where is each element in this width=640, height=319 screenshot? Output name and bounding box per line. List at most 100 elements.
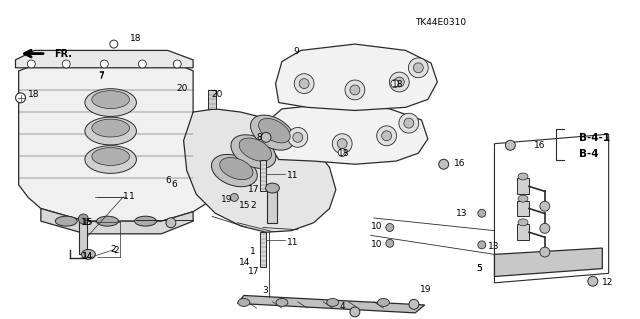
Circle shape [166,218,176,228]
Text: 15: 15 [81,218,93,226]
Circle shape [408,58,428,78]
Text: 14: 14 [82,252,93,261]
Circle shape [338,149,346,157]
Text: TK44E0310: TK44E0310 [415,19,466,27]
Ellipse shape [85,89,136,116]
Circle shape [332,134,352,154]
Ellipse shape [327,299,339,306]
Ellipse shape [276,299,288,306]
Ellipse shape [378,299,389,306]
Bar [268,188,277,223]
Circle shape [62,60,70,68]
Circle shape [381,131,392,141]
Polygon shape [184,109,336,232]
Circle shape [294,74,314,93]
Ellipse shape [92,119,129,137]
Circle shape [389,72,409,92]
Text: 18: 18 [339,149,350,158]
Circle shape [350,307,360,317]
Circle shape [409,299,419,309]
Circle shape [110,40,118,48]
Circle shape [261,132,271,142]
Text: 18: 18 [392,80,403,89]
Bar [79,218,87,254]
Circle shape [288,128,308,147]
Text: 13: 13 [488,242,499,251]
Circle shape [540,247,550,257]
Ellipse shape [134,216,156,226]
Circle shape [345,80,365,100]
Text: 20: 20 [177,84,188,93]
Bar [260,232,266,267]
Ellipse shape [518,173,528,180]
Polygon shape [276,44,437,110]
Text: 11: 11 [287,238,298,247]
Circle shape [377,126,397,146]
Polygon shape [495,248,602,277]
Circle shape [337,139,347,149]
Text: 6: 6 [172,180,177,189]
Text: 17: 17 [248,185,260,194]
Ellipse shape [85,117,136,145]
Text: 10: 10 [371,240,382,249]
Text: 15: 15 [82,218,93,226]
Text: 16: 16 [454,159,466,168]
Text: 11: 11 [287,171,298,181]
Circle shape [588,276,598,286]
Circle shape [439,159,449,169]
Text: 4: 4 [339,302,345,311]
Text: FR.: FR. [54,48,72,59]
Circle shape [391,80,399,88]
Polygon shape [237,295,425,313]
Text: 16: 16 [534,141,546,150]
Text: 19: 19 [420,285,432,294]
Text: 19: 19 [221,196,232,204]
Ellipse shape [259,118,290,143]
Ellipse shape [266,183,279,193]
Text: 9: 9 [293,47,299,56]
Text: 2: 2 [114,246,120,255]
Text: 20: 20 [212,90,223,99]
Circle shape [100,60,108,68]
Text: 15: 15 [239,201,250,210]
Ellipse shape [238,299,250,306]
Polygon shape [19,60,206,221]
Ellipse shape [81,249,95,259]
Ellipse shape [211,154,257,187]
Circle shape [15,93,26,103]
Text: 14: 14 [239,258,250,267]
Bar [517,201,529,217]
Circle shape [540,223,550,233]
Circle shape [478,241,486,249]
Text: 3: 3 [262,286,268,295]
Ellipse shape [92,148,129,166]
Text: 1: 1 [129,192,135,201]
Text: 2: 2 [250,201,256,210]
Text: 7: 7 [99,72,104,81]
Ellipse shape [92,91,129,108]
Ellipse shape [97,216,118,226]
Circle shape [399,113,419,133]
Bar [517,178,529,194]
Ellipse shape [85,145,136,174]
Text: 6: 6 [165,175,171,185]
Text: 18: 18 [131,34,142,43]
Text: 5: 5 [476,264,482,273]
Ellipse shape [239,138,271,161]
Text: 13: 13 [456,209,467,219]
Text: 2: 2 [110,245,116,254]
Text: B-4-1: B-4-1 [579,133,610,143]
Bar [208,90,216,109]
Circle shape [138,60,147,68]
Circle shape [394,77,404,87]
Bar [260,160,266,191]
Ellipse shape [250,115,294,150]
Polygon shape [15,50,193,68]
Ellipse shape [55,216,77,226]
Circle shape [386,239,394,247]
Circle shape [28,60,35,68]
Text: 17: 17 [248,267,260,276]
Circle shape [506,140,515,150]
Circle shape [540,201,550,211]
Text: 12: 12 [602,278,614,287]
